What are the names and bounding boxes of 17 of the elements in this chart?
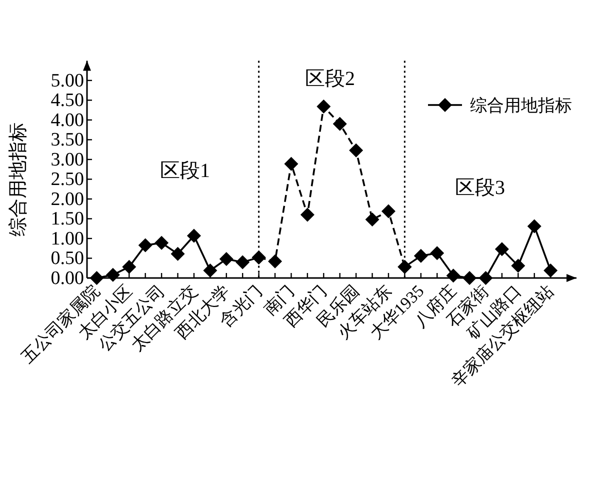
y-tick-label: 3.50 [50, 130, 84, 151]
y-tick-label: 5.00 [50, 70, 84, 92]
y-axis-title: 综合用地指标 [8, 122, 29, 236]
legend: 综合用地指标 [428, 96, 572, 115]
y-tick-label: 0.00 [50, 268, 84, 289]
annotation: 区段2 [305, 68, 355, 90]
annotation: 区段3 [455, 177, 505, 199]
legend-label: 综合用地指标 [470, 96, 572, 115]
y-tick-label: 4.50 [50, 90, 84, 112]
y-tick-label: 1.00 [50, 228, 84, 250]
y-tick-label: 3.00 [50, 149, 84, 170]
y-tick-label: 1.50 [50, 208, 84, 230]
annotation: 区段1 [160, 160, 210, 182]
y-tick-label: 0.50 [50, 248, 84, 270]
y-tick-label: 2.00 [50, 188, 84, 210]
y-tick-label: 2.50 [50, 169, 84, 190]
y-tick-label: 4.00 [50, 110, 84, 131]
